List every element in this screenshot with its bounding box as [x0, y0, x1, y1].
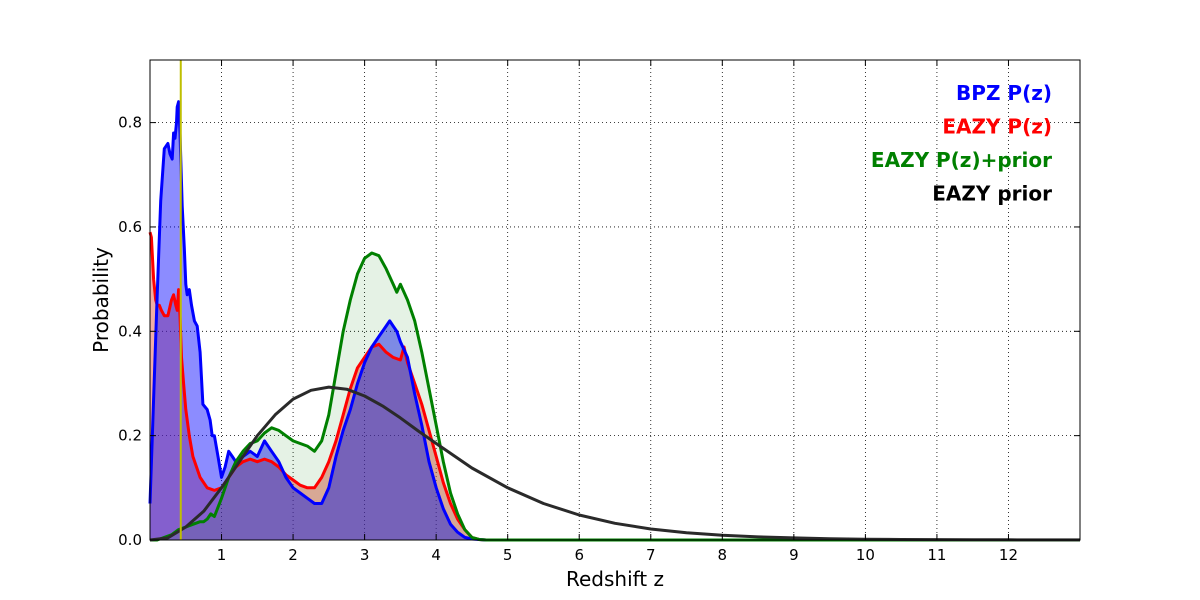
legend-entry-eazy-p-z: EAZY P(z): [942, 115, 1052, 139]
x-tick-label: 12: [999, 546, 1018, 564]
x-tick-label: 7: [646, 546, 656, 564]
series-fill-bpz-p-z: [150, 101, 1080, 540]
legend-entry-eazy-p-z-prior: EAZY P(z)+prior: [871, 148, 1052, 172]
x-tick-label: 1: [217, 546, 227, 564]
legend: BPZ P(z) EAZY P(z) EAZY P(z)+prior EAZY pri…: [871, 81, 1052, 206]
series-line-bpz-p-z: [148, 100, 1080, 542]
grid: [150, 60, 1080, 540]
y-tick-label: 0.4: [118, 322, 142, 340]
series-line-eazy-prior: [149, 385, 1080, 542]
x-tick-label: 10: [856, 546, 875, 564]
y-tick-label: 0.8: [118, 114, 142, 132]
y-tick-label: 0.6: [118, 218, 142, 236]
x-tick-label: 8: [718, 546, 728, 564]
x-tick-label: 2: [288, 546, 298, 564]
series-lines: [148, 100, 1080, 542]
axis-ticks: 1 2 3 4 5 6 7 8 9 10 11 120.00.20.40.60.8: [118, 60, 1080, 564]
series-line-eazy-p-z: [148, 231, 1080, 542]
legend-entry-bpz-p-z: BPZ P(z): [956, 81, 1052, 105]
y-tick-label: 0.2: [118, 427, 142, 445]
x-axis-label: Redshift z: [566, 567, 664, 591]
series-fill-eazy-p-z: [150, 232, 1080, 540]
plot-frame: [149, 59, 1081, 541]
legend-entry-eazy-prior: EAZY prior: [932, 182, 1052, 206]
series-line-eazy-p-z-prior: [150, 251, 1080, 542]
series-fill-eazy-p-z-prior: [150, 253, 1080, 540]
y-axis-label: Probability: [89, 247, 113, 353]
x-tick-label: 3: [360, 546, 370, 564]
y-tick-label: 0.0: [118, 531, 142, 549]
x-tick-label: 5: [503, 546, 513, 564]
x-tick-label: 9: [789, 546, 799, 564]
series-fills: [150, 101, 1080, 540]
x-tick-label: 4: [431, 546, 441, 564]
x-tick-label: 11: [927, 546, 946, 564]
x-tick-label: 6: [574, 546, 584, 564]
